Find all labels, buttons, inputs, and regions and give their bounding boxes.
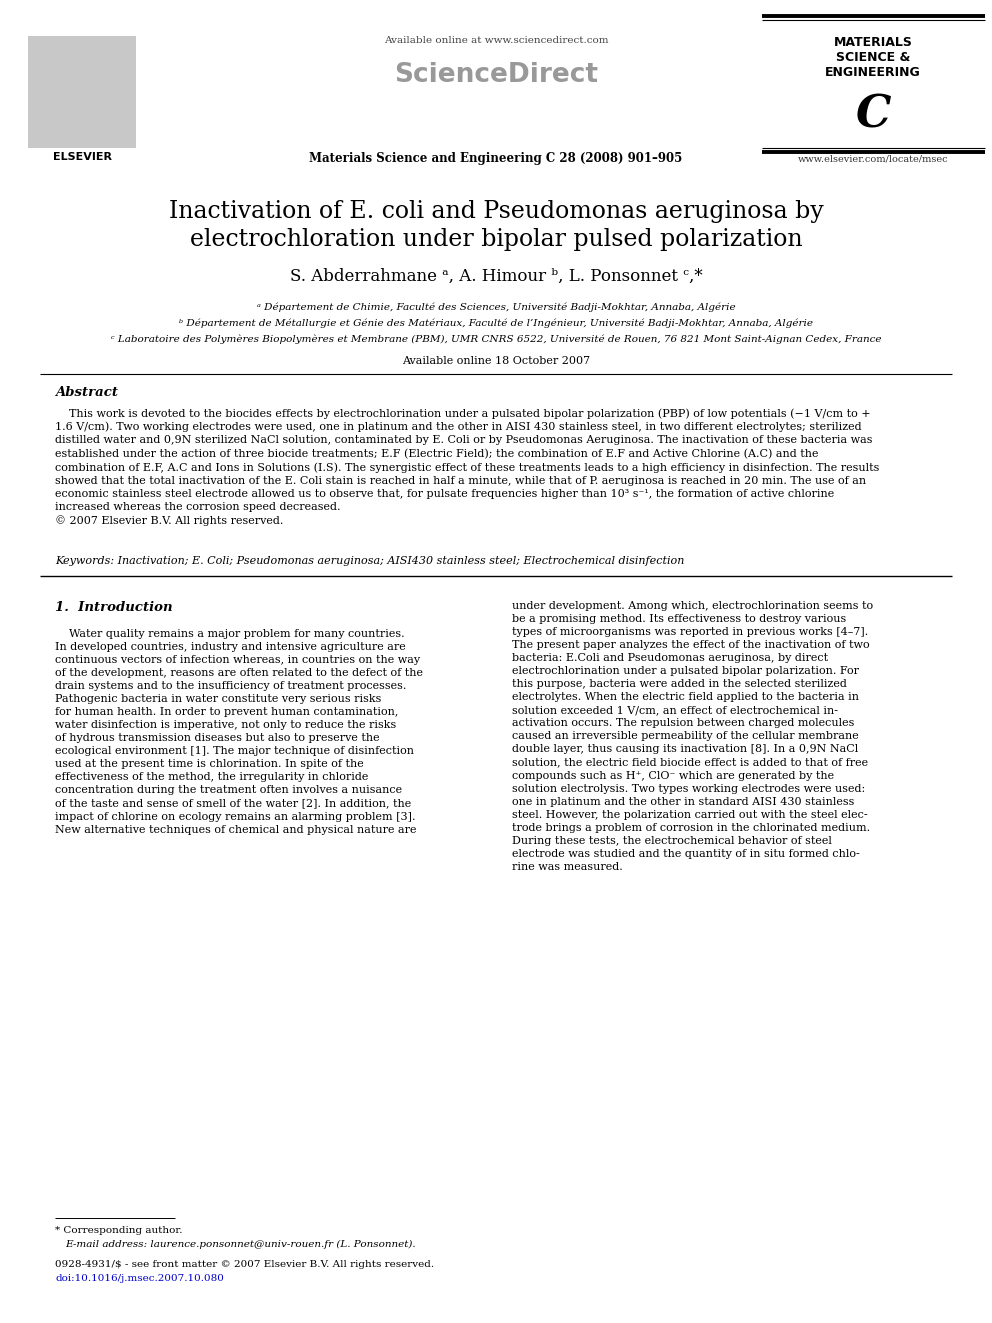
Text: doi:10.1016/j.msec.2007.10.080: doi:10.1016/j.msec.2007.10.080	[55, 1274, 224, 1283]
Text: ELSEVIER: ELSEVIER	[53, 152, 111, 161]
Text: under development. Among which, electrochlorination seems to
be a promising meth: under development. Among which, electroc…	[512, 601, 873, 872]
Text: Available online at www.sciencedirect.com: Available online at www.sciencedirect.co…	[384, 36, 608, 45]
Text: electrochloration under bipolar pulsed polarization: electrochloration under bipolar pulsed p…	[189, 228, 803, 251]
Text: ENGINEERING: ENGINEERING	[825, 66, 921, 79]
Bar	[28, 36, 136, 148]
Text: * Corresponding author.: * Corresponding author.	[55, 1226, 183, 1234]
Text: Abstract: Abstract	[55, 386, 118, 400]
Text: Available online 18 October 2007: Available online 18 October 2007	[402, 356, 590, 366]
Text: ᶜ Laboratoire des Polymères Biopolymères et Membrane (PBM), UMR CNRS 6522, Unive: ᶜ Laboratoire des Polymères Biopolymères…	[111, 333, 881, 344]
Text: ᵃ Département de Chimie, Faculté des Sciences, Université Badji-Mokhtar, Annaba,: ᵃ Département de Chimie, Faculté des Sci…	[257, 302, 735, 311]
Text: ᵇ Département de Métallurgie et Génie des Matériaux, Faculté de l’Ingénieur, Uni: ᵇ Département de Métallurgie et Génie de…	[179, 318, 813, 328]
Text: Inactivation of E. coli and Pseudomonas aeruginosa by: Inactivation of E. coli and Pseudomonas …	[169, 200, 823, 224]
Text: ScienceDirect: ScienceDirect	[394, 62, 598, 89]
Text: C: C	[855, 93, 891, 136]
Text: Keywords: Inactivation; E. Coli; Pseudomonas aeruginosa; AISI430 stainless steel: Keywords: Inactivation; E. Coli; Pseudom…	[55, 556, 684, 566]
Text: This work is devoted to the biocides effects by electrochlorination under a puls: This work is devoted to the biocides eff…	[55, 407, 879, 527]
Text: Water quality remains a major problem for many countries.
In developed countries: Water quality remains a major problem fo…	[55, 628, 423, 835]
Text: 0928-4931/$ - see front matter © 2007 Elsevier B.V. All rights reserved.: 0928-4931/$ - see front matter © 2007 El…	[55, 1259, 434, 1269]
Text: MATERIALS: MATERIALS	[833, 36, 913, 49]
Text: SCIENCE &: SCIENCE &	[836, 52, 911, 64]
Text: www.elsevier.com/locate/msec: www.elsevier.com/locate/msec	[798, 153, 948, 163]
Text: S. Abderrahmane ᵃ, A. Himour ᵇ, L. Ponsonnet ᶜ,*: S. Abderrahmane ᵃ, A. Himour ᵇ, L. Ponso…	[290, 269, 702, 284]
Text: 1.  Introduction: 1. Introduction	[55, 601, 173, 614]
Text: Materials Science and Engineering C 28 (2008) 901–905: Materials Science and Engineering C 28 (…	[310, 152, 682, 165]
Text: E-mail address: laurence.ponsonnet@univ-rouen.fr (L. Ponsonnet).: E-mail address: laurence.ponsonnet@univ-…	[65, 1240, 416, 1249]
